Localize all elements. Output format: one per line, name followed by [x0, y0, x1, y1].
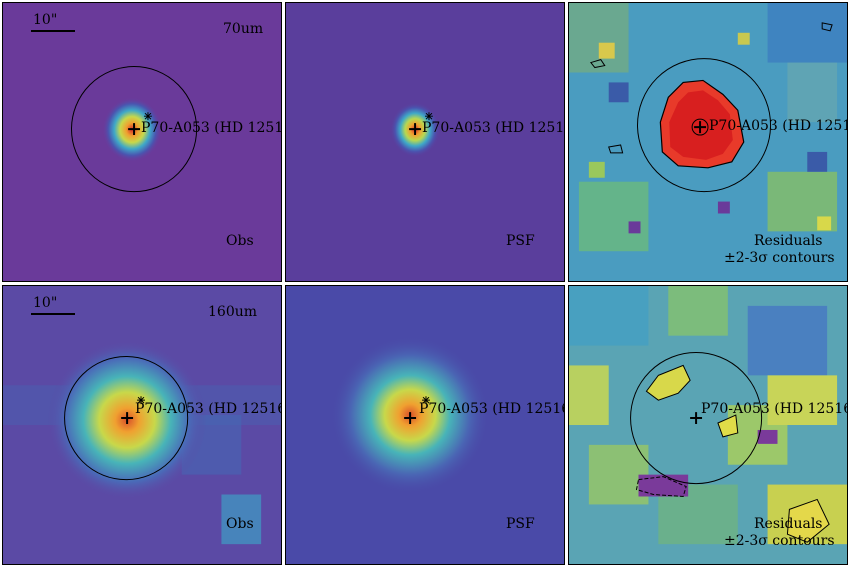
panel-type-label: Obs: [226, 233, 254, 249]
source-label: P70-A053 (HD 12516): [141, 120, 282, 136]
band-label: 70um: [223, 21, 264, 37]
panel-160um-residuals: P70-A053 (HD 12516) Residuals ±2-3σ cont…: [568, 285, 848, 565]
panel-70um-psf: P70-A053 (HD 12516) PSF: [285, 2, 565, 282]
contour-note-label: ±2-3σ contours: [724, 250, 835, 266]
panel-160um-obs: 10" 160um P70-A053 (HD 12516) Obs: [2, 285, 282, 565]
image-160um-obs: [3, 286, 281, 564]
panel-type-label: PSF: [506, 233, 535, 249]
source-label: P70-A053 (HD 12516): [419, 401, 565, 417]
panel-160um-psf: P70-A053 (HD 12516) PSF: [285, 285, 565, 565]
panel-type-label: Obs: [226, 516, 254, 532]
contour-note-label: ±2-3σ contours: [724, 533, 835, 549]
image-70um-obs: [3, 3, 281, 281]
panel-type-label: Residuals: [754, 233, 823, 249]
source-label: P70-A053 (HD 12516): [135, 401, 282, 417]
scale-bar-label: 10": [33, 295, 58, 311]
image-160um-psf: [286, 286, 564, 564]
panel-type-label: PSF: [506, 516, 535, 532]
scale-bar-label: 10": [33, 12, 58, 28]
scale-bar: [31, 313, 75, 315]
image-70um-residuals: [569, 3, 847, 281]
source-label: P70-A053 (HD 12516): [422, 120, 565, 136]
panel-70um-residuals: P70-A053 (HD 12516) Residuals ±2-3σ cont…: [568, 2, 848, 282]
image-70um-psf: [286, 3, 564, 281]
scale-bar: [31, 30, 75, 32]
panel-70um-obs: 10" 70um P70-A053 (HD 12516) Obs: [2, 2, 282, 282]
panel-type-label: Residuals: [754, 516, 823, 532]
image-160um-residuals: [569, 286, 847, 564]
source-label: P70-A053 (HD 12516): [701, 401, 848, 417]
band-label: 160um: [208, 304, 258, 320]
source-label: P70-A053 (HD 12516): [709, 118, 847, 134]
